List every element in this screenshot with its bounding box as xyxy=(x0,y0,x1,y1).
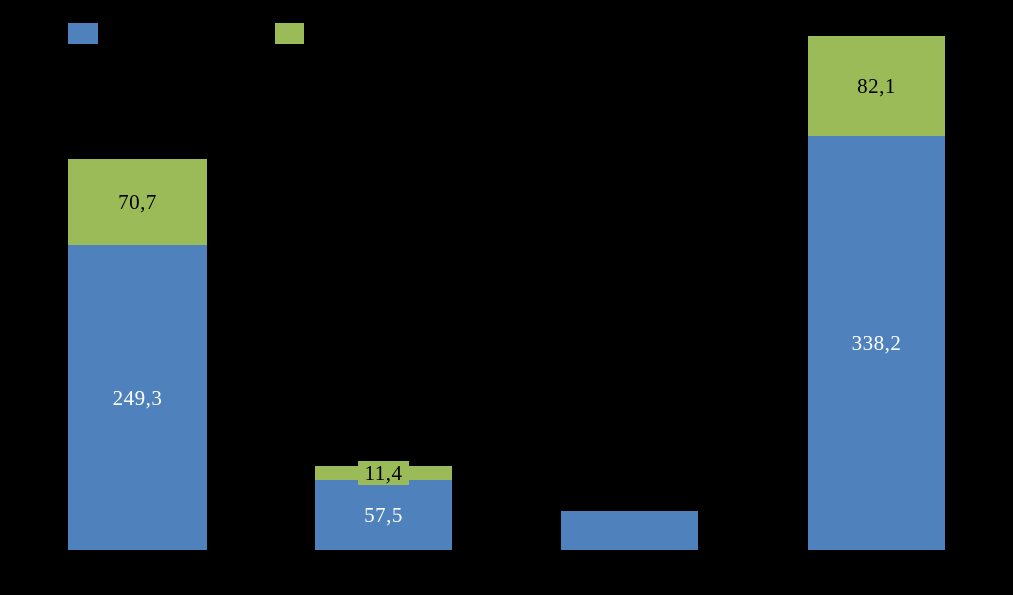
data-label-blue-series-4: 338,2 xyxy=(844,331,909,356)
bar-segment-blue-series-3 xyxy=(561,510,698,550)
data-label-blue-series-2: 57,5 xyxy=(357,502,410,527)
data-label-green-series-1: 70,7 xyxy=(111,189,164,214)
data-label-blue-series-1: 249,3 xyxy=(105,385,170,410)
legend-swatch-green-series xyxy=(275,23,304,44)
legend-swatch-blue-series xyxy=(68,23,98,44)
data-label-green-series-4: 82,1 xyxy=(850,74,903,99)
data-label-green-series-2: 11,4 xyxy=(357,460,410,485)
